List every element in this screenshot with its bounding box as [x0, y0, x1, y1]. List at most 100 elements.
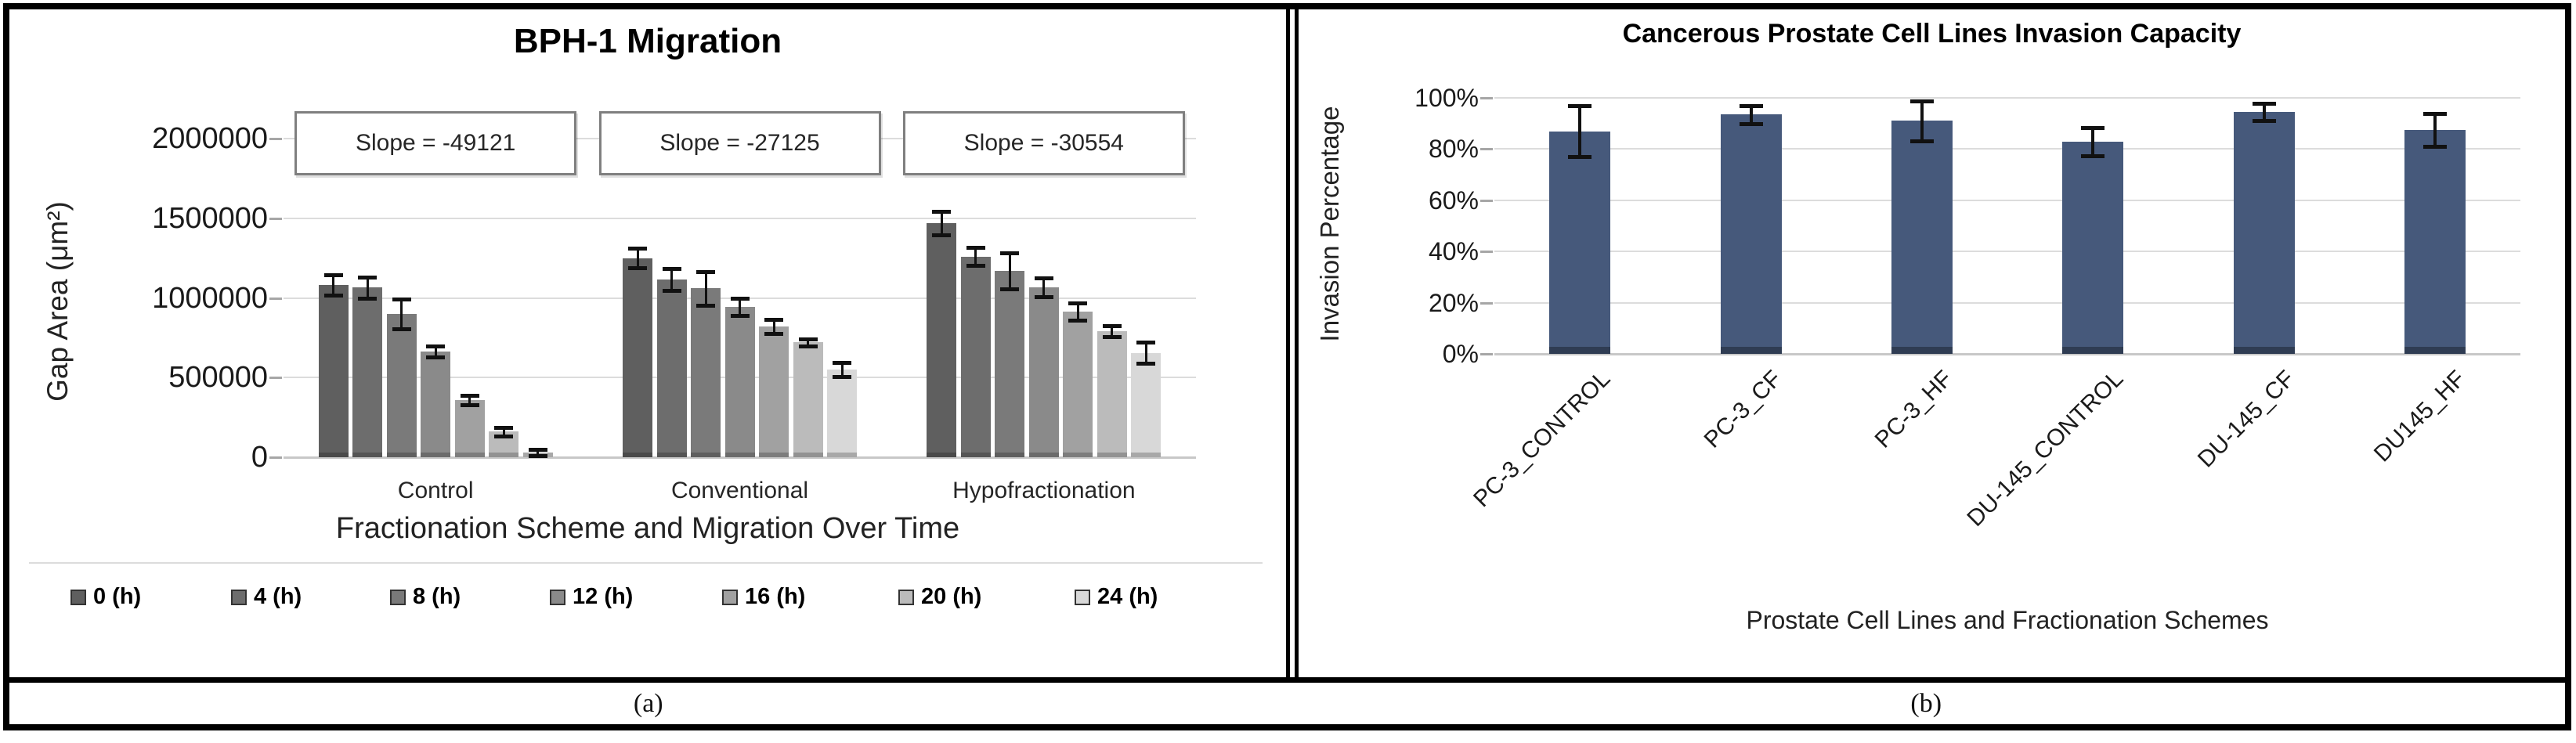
bar-hypofractionation-12(h) [1028, 287, 1059, 457]
error-bar [940, 211, 943, 236]
chart-a-title: BPH-1 Migration [513, 22, 782, 60]
error-bar-cap [358, 276, 378, 280]
y-axis-tick [1480, 353, 1493, 355]
error-bar-cap [460, 393, 479, 398]
error-bar [1076, 302, 1079, 320]
x-axis-line [284, 456, 1196, 459]
error-bar-cap [2422, 145, 2447, 150]
x-category-label: Hypofractionation [952, 478, 1136, 503]
error-bar [537, 449, 540, 456]
error-bar-cap [798, 344, 818, 348]
y-axis-tick-label: 60% [1428, 186, 1479, 215]
chart-a-legend: 0 (h) 4 (h) 8 (h) 12 (h) 16 (h) 20 (h) 24 (h) [9, 584, 1286, 619]
x-category-label: Conventional [670, 478, 809, 503]
bar-conventional-24(h) [827, 370, 857, 457]
y-axis-tick-label: 500000 [168, 361, 268, 395]
gridline [1494, 251, 2520, 253]
error-bar [1042, 278, 1046, 298]
bar-control-0(h) [318, 285, 349, 457]
error-bar-cap [1068, 318, 1088, 323]
error-bar [636, 248, 639, 268]
error-bar-cap [2252, 119, 2276, 124]
y-axis-tick [269, 217, 282, 220]
legend-item: 12 (h) [550, 584, 633, 610]
y-axis-tick-label: 0 [251, 441, 268, 474]
legend-swatch [390, 589, 406, 605]
chart-a-plot-area: 0 500000 1000000 1500000 2000000 Control Slope… [9, 9, 1286, 677]
y-axis-tick [1480, 199, 1493, 202]
legend-label: 12 (h) [573, 584, 634, 609]
error-bar [2433, 113, 2437, 147]
bar-conventional-0(h) [623, 258, 652, 457]
legend-item: 4 (h) [231, 584, 302, 610]
error-bar-cap [1034, 295, 1053, 300]
error-bar-cap [1909, 99, 1934, 104]
bar-hypofractionation-20(h) [1097, 331, 1127, 457]
slope-annotation-box: Slope = -49121 [294, 111, 577, 175]
bar-pc-3_control [1549, 131, 1611, 354]
error-bar [772, 319, 775, 334]
error-bar-cap [764, 317, 783, 322]
x-axis-line [1494, 353, 2520, 355]
error-bar [1111, 326, 1114, 337]
error-bar [1920, 101, 1924, 141]
error-bar [400, 298, 403, 330]
error-bar-cap [628, 247, 647, 251]
error-bar-cap [1068, 301, 1088, 305]
bar-hypofractionation-4(h) [960, 256, 991, 457]
legend-item: 0 (h) [70, 584, 141, 610]
error-bar-cap [1034, 276, 1053, 281]
error-bar-cap [628, 265, 647, 270]
chart-a-x-axis-title: Fractionation Scheme and Migration Over … [335, 512, 960, 545]
legend-swatch [898, 589, 914, 605]
error-bar-cap [1102, 324, 1122, 329]
bar-control-12(h) [421, 351, 451, 457]
y-axis-tick [269, 377, 282, 380]
legend-separator-line [29, 562, 1263, 564]
error-bar-cap [833, 360, 851, 365]
bar-conventional-8(h) [691, 288, 721, 457]
legend-swatch [550, 589, 565, 605]
bar-du145_hf [2404, 129, 2466, 354]
error-bar-cap [966, 246, 985, 251]
error-bar [670, 268, 673, 291]
gridline [1494, 97, 2520, 99]
error-bar-cap [1739, 103, 1763, 108]
y-axis-tick [1480, 148, 1493, 151]
error-bar-cap [323, 294, 343, 298]
bar-conventional-4(h) [656, 280, 687, 457]
caption-a: (a) [633, 688, 663, 718]
legend-item: 24 (h) [1075, 584, 1158, 610]
error-bar [2091, 127, 2095, 156]
error-bar [1578, 105, 1582, 157]
y-axis-tick-label: 2000000 [152, 122, 268, 155]
y-axis-tick [269, 297, 282, 300]
error-bar [1144, 342, 1147, 363]
error-bar [1749, 105, 1753, 124]
legend-swatch [722, 589, 738, 605]
bar-pc-3_hf [1891, 121, 1953, 354]
y-axis-tick [1480, 301, 1493, 305]
chart-b-panel: Cancerous Prostate Cell Lines Invasion C… [1299, 9, 2565, 677]
bar-control-8(h) [386, 313, 417, 457]
bar-du-145_control [2062, 141, 2124, 354]
bar-conventional-16(h) [759, 326, 789, 457]
legend-item: 8 (h) [390, 584, 461, 610]
bar-conventional-20(h) [793, 342, 823, 457]
error-bar-cap [460, 402, 479, 407]
error-bar-cap [662, 289, 681, 294]
error-bar [974, 247, 977, 265]
bar-control-16(h) [454, 399, 485, 457]
error-bar [739, 298, 741, 316]
y-axis-tick [1480, 251, 1493, 254]
legend-item: 20 (h) [898, 584, 981, 610]
bar-control-4(h) [352, 287, 383, 457]
error-bar-cap [730, 296, 750, 301]
caption-row: (a) (b) [9, 677, 2565, 724]
y-axis-tick-label: 0% [1442, 340, 1479, 368]
error-bar-cap [426, 344, 446, 348]
error-bar-cap [730, 313, 750, 318]
y-axis-tick [269, 456, 282, 459]
error-bar [840, 362, 844, 377]
bar-hypofractionation-8(h) [995, 270, 1025, 457]
